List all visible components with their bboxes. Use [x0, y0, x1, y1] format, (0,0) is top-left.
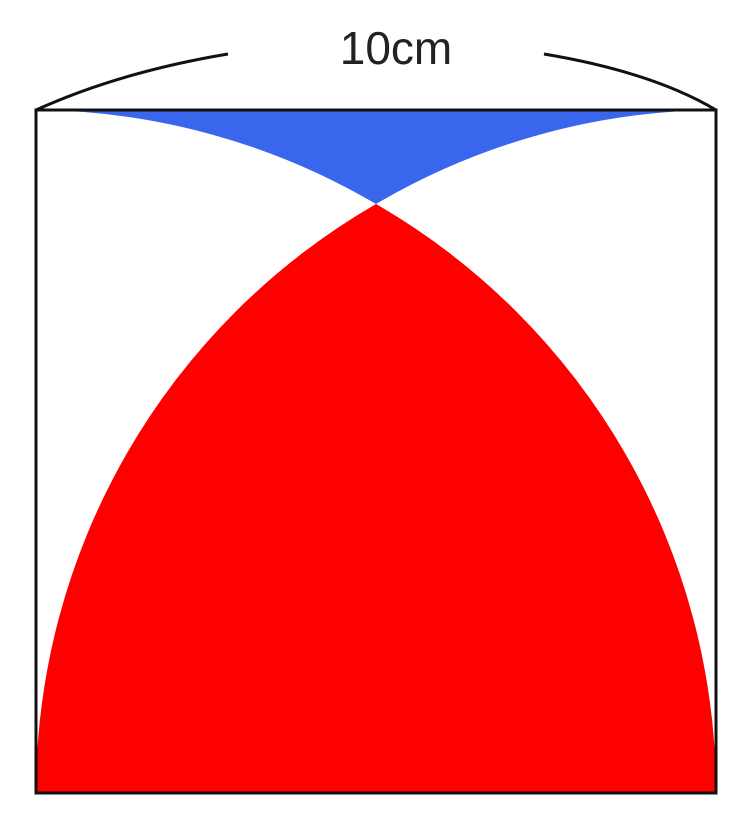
dimension-arc-left	[35, 52, 229, 112]
square-outline	[34, 108, 718, 795]
dimension-arc-right	[543, 52, 717, 112]
dimension-label: 10cm	[340, 22, 452, 74]
red-region	[36, 204, 716, 793]
blue-region	[36, 110, 716, 204]
